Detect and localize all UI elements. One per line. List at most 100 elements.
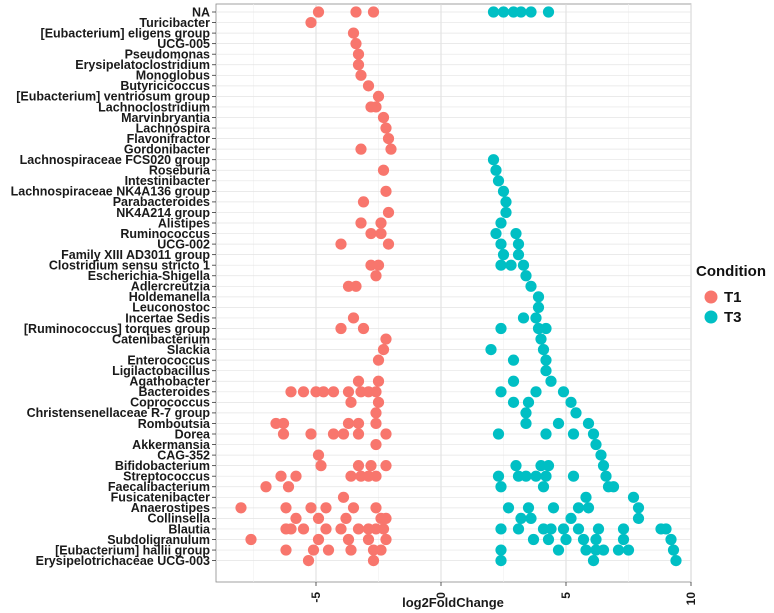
point-t3-coprococcus [565,396,577,408]
point-t3-lachnospiraceae-nk4a136-group [497,185,510,197]
point-t3-erysipelotrichaceae-ucg-003 [670,555,682,567]
y-label-lachnospiraceae-nk4a136-group: Lachnospiraceae NK4A136 group [11,185,211,199]
point-t3-christensenellaceae-r-7-group [570,407,582,419]
point-t3-blautia [592,523,605,535]
y-label-turicibacter: Turicibacter [139,16,210,30]
y-label-eubacterium-hallii-group: [Eubacterium] hallii group [55,543,210,557]
point-t3-ruminococcus [510,227,522,240]
point-t1-blautia [335,523,347,535]
point-t1-anaerostipes [320,502,332,514]
point-t1-faecalibacterium [260,481,272,493]
point-t1-ruminococcus-torques-group [357,322,370,335]
point-t3-faecalibacterium [495,481,507,493]
point-t1-alistipes [375,217,387,229]
y-label-incertae-sedis: Incertae Sedis [125,311,210,325]
point-t3-faecalibacterium [607,481,620,493]
point-t1-blautia [297,523,310,535]
point-t3-ruminococcus-torques-group [540,322,552,335]
y-label-ruminococcus-torques-group: [Ruminococcus] torques group [24,322,210,336]
point-t1-streptococcus [370,470,382,482]
point-t1-gordonibacter [385,143,397,155]
point-t1-cag-352 [312,449,325,461]
point-t1-gordonibacter [355,143,367,155]
point-t3-subdoligranulum [527,533,540,546]
x-tick-label: 0 [434,592,448,599]
y-label-erysipelatoclostridium: Erysipelatoclostridium [75,58,210,72]
y-label-parabacteroides: Parabacteroides [113,195,210,209]
point-t3-slackia [485,344,497,356]
y-label-ligilactobacillus: Ligilactobacillus [112,364,210,378]
point-t3-dorea [540,428,552,440]
x-tick-label: 5 [559,592,573,599]
point-t3-eubacterium-hallii-group [597,544,610,556]
point-t3-dorea [587,428,600,440]
point-t3-leuconostoc [532,301,545,313]
point-t3-anaerostipes [522,502,535,514]
point-t1-flavonifractor [382,133,395,145]
point-t1-monoglobus [355,69,367,81]
y-label-intestinibacter: Intestinibacter [125,174,211,188]
point-t1-blautia [320,523,332,535]
point-t1-eubacterium-hallii-group [280,544,292,556]
point-t3-romboutsia [582,417,595,430]
point-t3-incertae-sedis [530,312,542,324]
point-t1-na [367,6,380,18]
point-t3-romboutsia [520,417,532,430]
point-t1-erysipelotrichaceae-ucg-003 [367,555,380,567]
point-t3-bacteroides [495,386,507,398]
y-label-marvinbryantia: Marvinbryantia [121,111,211,125]
point-t3-eubacterium-hallii-group [552,544,565,556]
point-t1-romboutsia [352,417,365,430]
point-t1-anaerostipes [347,502,360,514]
point-t3-escherichia-shigella [520,270,532,282]
point-t1-marvinbryantia [377,111,390,124]
point-t1-streptococcus [345,470,357,482]
y-label-enterococcus: Enterococcus [127,353,210,367]
point-t3-streptococcus [530,470,542,482]
point-t3-blautia [495,523,507,535]
point-t3-streptococcus [600,470,612,482]
y-label-akkermansia: Akkermansia [132,438,211,452]
point-t1-dorea [352,428,365,440]
point-t3-anaerostipes [572,502,585,514]
point-t1-ucg-002 [335,238,347,250]
point-t3-anaerostipes [502,502,515,514]
point-t3-blautia [545,523,557,535]
point-t3-family-xiii-ad3011-group [497,249,510,261]
point-t1-akkermansia [370,438,382,451]
point-t1-ruminococcus [365,227,377,240]
point-t1-butyricicoccus [362,80,375,92]
point-t1-bifidobacterium [352,460,365,472]
point-t1-erysipelatoclostridium [352,59,365,71]
point-t1-romboutsia [277,417,290,430]
y-label-ruminococcus: Ruminococcus [120,227,210,241]
y-label-romboutsia: Romboutsia [138,417,211,431]
point-t3-collinsella [632,512,645,525]
point-t1-dorea [277,428,290,440]
y-label-ucg-005: UCG-005 [157,37,210,51]
grid-lines [216,4,692,582]
y-label-lachnospiraceae-fcs020-group: Lachnospiraceae FCS020 group [20,153,211,167]
legend-label-t3: T3 [724,309,742,326]
point-t1-anaerostipes [370,502,382,514]
point-t3-na [515,6,527,18]
point-t3-fusicatenibacter [580,491,592,503]
point-t1-streptococcus [275,470,287,482]
point-t1-bacteroides [317,386,330,398]
point-t3-ucg-002 [512,238,525,250]
point-t1-agathobacter [372,375,385,387]
point-t3-enterococcus [540,354,552,366]
point-t3-incertae-sedis [517,312,530,324]
y-label-nk4a214-group: NK4A214 group [116,206,210,220]
point-t3-eubacterium-hallii-group [580,544,592,556]
point-t1-anaerostipes [305,502,317,514]
y-label-roseburia: Roseburia [149,164,211,178]
y-label-faecalibacterium: Faecalibacterium [108,480,210,494]
legend-dot-t3 [704,310,718,324]
y-label-ucg-002: UCG-002 [157,237,210,251]
y-label-bacteroides: Bacteroides [138,385,210,399]
point-t1-dorea [327,428,340,440]
point-t3-bifidobacterium [542,460,555,472]
point-t3-bifidobacterium [597,460,610,472]
point-t1-na [350,6,362,18]
